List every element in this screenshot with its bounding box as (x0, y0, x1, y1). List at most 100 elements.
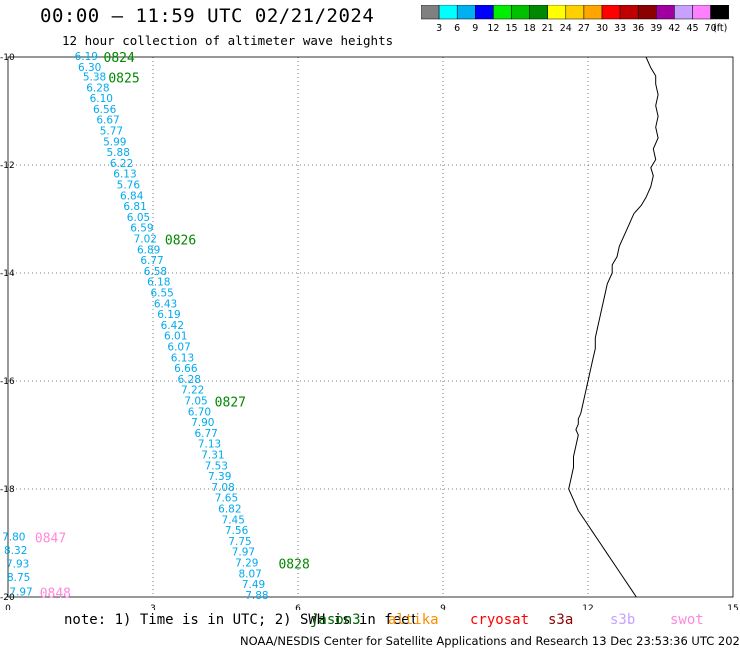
x-tick-label: 15 (727, 604, 738, 610)
wave-height-value: 6.84 (120, 190, 144, 202)
color-scale-label: 45 (686, 23, 698, 34)
wave-height-value: 7.31 (201, 450, 224, 462)
pass-time-label: 0825 (108, 72, 139, 87)
wave-height-value: 7.53 (205, 460, 228, 472)
color-scale-unit: (ft) (713, 23, 727, 34)
wave-height-value: 6.66 (174, 363, 198, 375)
x-tick-label: 0 (5, 604, 11, 610)
wave-height-value: 7.93 (6, 559, 29, 571)
wave-height-value: 7.97 (232, 547, 255, 559)
pass-time-label: 0828 (278, 558, 309, 573)
wave-height-value: 6.28 (86, 82, 109, 94)
color-scale-label: 9 (472, 23, 478, 34)
wave-height-value: 5.76 (117, 180, 141, 192)
wave-height-value: 6.18 (147, 277, 170, 289)
pass-time-label: 0826 (165, 234, 196, 249)
x-tick-label: 6 (295, 604, 301, 610)
color-scale-label: 24 (560, 23, 572, 34)
wave-height-value: 5.77 (100, 126, 123, 138)
wave-height-value: 6.30 (78, 62, 101, 74)
wave-height-value: 6.82 (218, 504, 241, 516)
wave-height-value: 6.77 (194, 428, 217, 440)
pass-time-label: 0848 (40, 587, 71, 602)
color-scale-label: 12 (487, 23, 499, 34)
wave-height-value: 7.75 (228, 536, 251, 548)
x-tick-label: 3 (150, 604, 156, 610)
wave-height-value: 7.90 (191, 417, 214, 429)
mission-legend-item: swot (670, 612, 704, 628)
color-swatch (710, 5, 729, 20)
mission-legend-item: cryosat (470, 612, 530, 628)
wave-height-value: 6.58 (144, 266, 167, 278)
y-tick-label: -20 (0, 593, 15, 603)
wave-height-value: 7.45 (222, 514, 245, 526)
wave-height-value: 8.32 (4, 545, 27, 557)
color-scale-legend: 3 6 9 12 15 18 21 24 27 30 33 36 39 42 45 70(ft) (421, 5, 729, 34)
wave-height-value: 7.29 (235, 558, 258, 570)
wave-height-value: 6.81 (123, 201, 146, 213)
wave-height-value: 6.67 (96, 115, 119, 127)
y-tick-label: -10 (0, 53, 15, 63)
wave-height-value: 5.38 (83, 72, 106, 84)
mission-legend-item: altika (388, 612, 439, 628)
map-frame (7, 56, 734, 598)
wave-height-value: 8.75 (7, 572, 30, 584)
pass-time-label: 0827 (215, 396, 246, 411)
y-tick-label: -14 (0, 269, 15, 279)
wave-height-value: 7.13 (198, 439, 221, 451)
wave-height-value: 7.49 (242, 579, 265, 591)
color-scale-label: 15 (505, 23, 517, 34)
wave-height-value: 8.07 (238, 568, 261, 580)
chart-title: 00:00 – 11:59 UTC 02/21/2024 (40, 5, 375, 27)
wave-height-value: 6.28 (178, 374, 201, 386)
wave-height-value: 7.65 (215, 493, 238, 505)
wave-height-value: 6.05 (127, 212, 150, 224)
pass-time-label: 0824 (104, 51, 135, 66)
color-scale-label: 33 (614, 23, 626, 34)
wave-height-value: 6.70 (188, 406, 211, 418)
y-tick-label: -18 (0, 485, 15, 495)
mission-legend-item: s3b (610, 612, 636, 628)
wave-height-value: 6.07 (167, 342, 190, 354)
wave-height-value: 6.43 (154, 298, 177, 310)
y-tick-label: -16 (0, 377, 15, 387)
x-tick-label: 12 (582, 604, 593, 610)
color-scale-label: 36 (632, 23, 644, 34)
wave-height-value: 6.22 (110, 158, 133, 170)
credit-line: NOAA/NESDIS Center for Satellite Applica… (240, 634, 740, 648)
color-scale-label: 27 (578, 23, 590, 34)
mission-legend-item: jason3 (310, 612, 361, 628)
y-tick-label: -12 (0, 161, 15, 171)
wave-height-value: 6.55 (150, 288, 173, 300)
wave-height-value: 6.77 (140, 255, 163, 267)
wave-height-value: 6.13 (171, 352, 194, 364)
wave-height-value: 5.88 (107, 147, 130, 159)
wave-height-value: 6.89 (137, 244, 160, 256)
wave-height-value: 7.02 (134, 234, 157, 246)
color-scale-label: 70 (705, 23, 717, 34)
chart-subtitle: 12 hour collection of altimeter wave hei… (62, 33, 394, 48)
wave-height-value: 7.97 (9, 587, 32, 599)
wave-height-value: 6.19 (75, 51, 98, 63)
altimeter-track-left: 7.808.32 7.938.75 7.97 (2, 532, 33, 599)
mission-legend-item: s3a (548, 612, 574, 628)
wave-height-value: 7.39 (208, 471, 231, 483)
wave-height-value: 6.56 (93, 104, 117, 116)
wave-height-value: 6.42 (161, 320, 184, 332)
wave-height-value: 7.22 (181, 385, 204, 397)
wave-height-value: 6.01 (164, 331, 187, 343)
wave-height-value: 6.13 (113, 169, 136, 181)
color-scale-label: 39 (650, 23, 662, 34)
wave-height-value: 7.88 (245, 590, 268, 602)
wave-height-value: 7.56 (225, 525, 249, 537)
pass-time-label: 0847 (35, 532, 66, 547)
wave-height-value: 6.19 (157, 309, 180, 321)
wave-height-value: 5.99 (103, 136, 126, 148)
wave-height-value: 7.08 (211, 482, 234, 494)
color-scale-label: 6 (454, 23, 460, 34)
altimeter-map: 0 3 6 9 12 15-10-12-14-16-18-206.196.305.386.… (0, 51, 739, 610)
coastline (568, 56, 659, 598)
color-scale-label: 18 (524, 23, 536, 34)
wave-height-value: 6.10 (90, 93, 113, 105)
footer-note: note: 1) Time is in UTC; 2) SWH is in fe… (64, 612, 419, 628)
